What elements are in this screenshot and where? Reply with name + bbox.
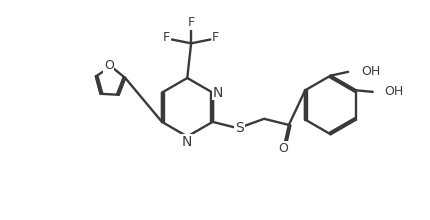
Text: N: N: [213, 86, 223, 100]
Text: OH: OH: [361, 64, 381, 78]
Text: F: F: [163, 31, 170, 44]
Text: O: O: [104, 59, 114, 72]
Text: O: O: [279, 141, 289, 155]
Text: F: F: [187, 16, 195, 29]
Text: N: N: [182, 135, 193, 149]
Text: OH: OH: [384, 85, 404, 98]
Text: S: S: [235, 121, 244, 135]
Text: F: F: [212, 31, 219, 44]
